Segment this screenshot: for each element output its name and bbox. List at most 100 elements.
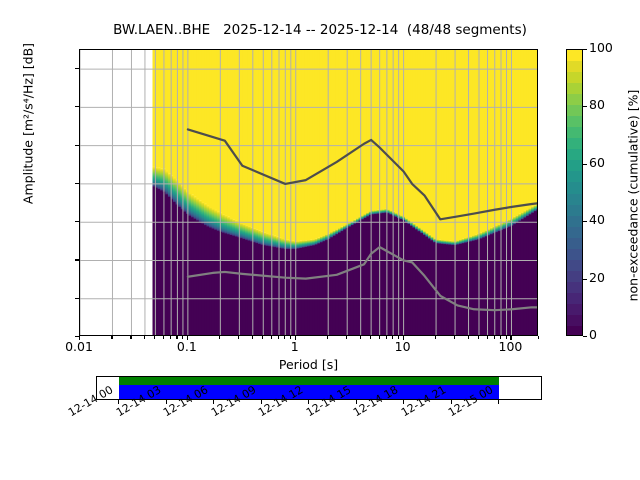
colorbar-segment (567, 270, 582, 283)
colorbar-tick-mark (583, 49, 587, 51)
x-tick-mark (278, 336, 280, 339)
x-tick-mark (346, 336, 348, 339)
colorbar-label: non-exceedance (cumulative) [%] (625, 89, 640, 302)
timeline-tick-mark (260, 400, 262, 404)
y-tick-mark (75, 297, 79, 299)
colorbar-segment (567, 314, 582, 327)
colorbar-segment (567, 149, 582, 162)
colorbar-tick-label: 100 (589, 40, 613, 55)
colorbar-tick-label: 60 (589, 154, 605, 170)
x-tick-mark (327, 336, 329, 339)
colorbar-segment (567, 50, 582, 63)
y-tick-mark (75, 106, 79, 108)
colorbar-segment (567, 281, 582, 294)
x-tick-mark (111, 336, 113, 339)
x-tick-label: 1 (290, 339, 299, 354)
psd-segments-bar (119, 385, 499, 399)
x-tick-mark (238, 336, 240, 339)
timeline-tick-mark (403, 400, 405, 404)
x-tick-mark (477, 336, 480, 339)
colorbar-tick-mark (583, 336, 587, 338)
timeline-tick-label: 12-14 00 (66, 383, 116, 420)
x-tick-mark (486, 336, 488, 339)
x-tick-label: 0.1 (176, 339, 197, 354)
x-tick-label: 10 (394, 339, 411, 354)
x-tick-label: 0.01 (65, 339, 93, 354)
noise-model-curves (186, 128, 537, 312)
noise-model-nlnm (186, 245, 537, 312)
colorbar-tick-label: 20 (589, 269, 605, 285)
x-tick-mark (359, 336, 361, 339)
colorbar-segment (567, 204, 582, 217)
x-tick-mark (143, 336, 146, 339)
y-tick-mark (75, 259, 79, 261)
psd-histogram (152, 50, 537, 335)
x-tick-mark (435, 336, 437, 339)
colorbar-segment (567, 259, 582, 272)
x-tick-mark (251, 336, 253, 339)
timeline-tick-mark (308, 400, 310, 404)
x-tick-mark (186, 336, 188, 340)
colorbar-tick-label: 80 (589, 97, 605, 113)
y-tick-mark (75, 221, 79, 223)
x-axis-label: Period [s] (278, 357, 339, 372)
x-tick-mark (289, 336, 291, 339)
colorbar-segment (567, 215, 582, 228)
data-coverage-bar (119, 377, 499, 385)
colorbar-segment (567, 72, 582, 85)
x-tick-mark (262, 336, 264, 339)
timeline-tick-mark (450, 400, 452, 404)
ppsd-plot-axes[interactable] (79, 49, 538, 336)
colorbar-segment (567, 292, 582, 305)
colorbar-tick-mark (583, 221, 587, 223)
colorbar-segment (567, 248, 582, 261)
x-tick-mark (500, 336, 502, 339)
colorbar-segment (567, 127, 582, 140)
x-tick-mark (176, 336, 178, 339)
timeline-tick-mark (118, 400, 120, 404)
x-tick-mark (130, 336, 132, 339)
x-tick-mark (454, 336, 456, 339)
x-tick-mark (284, 336, 286, 339)
colorbar-segment (567, 226, 582, 239)
x-tick-mark (402, 336, 404, 340)
y-tick-mark (75, 68, 79, 70)
timeline-tick-mark (213, 400, 215, 404)
y-tick-mark (75, 182, 79, 185)
page-title: BW.LAEN..BHE 2025-12-14 -- 2025-12-14 (4… (113, 22, 527, 38)
x-tick-mark (219, 336, 221, 339)
timeline-tick-mark (498, 400, 500, 404)
x-tick-mark (397, 336, 399, 339)
noise-model-nhnm (186, 128, 537, 221)
colorbar-segment (567, 61, 582, 74)
x-tick-mark (505, 336, 507, 339)
x-tick-mark (467, 336, 469, 339)
x-tick-mark (170, 336, 172, 339)
colorbar-tick-label: 40 (589, 212, 605, 228)
x-tick-label: 100 (498, 339, 523, 354)
colorbar-segment (567, 182, 582, 195)
x-tick-mark (493, 336, 495, 339)
y-axis-label: Amplitude [m²/s⁴/Hz] [dB] (20, 42, 36, 205)
x-tick-mark (154, 336, 156, 339)
colorbar-segment (567, 94, 582, 107)
ppsd-plot-canvas (80, 50, 537, 335)
y-tick-mark (75, 144, 79, 146)
y-tick-mark (75, 336, 79, 338)
colorbar-segment (567, 83, 582, 96)
timeline-axes[interactable] (96, 376, 542, 400)
x-tick-mark (162, 336, 165, 339)
x-tick-mark (510, 336, 512, 340)
x-tick-mark (370, 336, 372, 339)
colorbar-segment (567, 237, 582, 250)
timeline-tick-mark (165, 400, 167, 404)
x-tick-mark (385, 336, 387, 339)
colorbar-segment (567, 303, 582, 316)
colorbar-tick-mark (583, 163, 587, 165)
x-tick-mark (378, 336, 380, 339)
colorbar-segment (567, 116, 582, 129)
colorbar-segment (567, 160, 582, 173)
colorbar-segment (567, 171, 582, 184)
x-tick-mark (392, 336, 394, 339)
colorbar-tick-mark (583, 278, 587, 280)
